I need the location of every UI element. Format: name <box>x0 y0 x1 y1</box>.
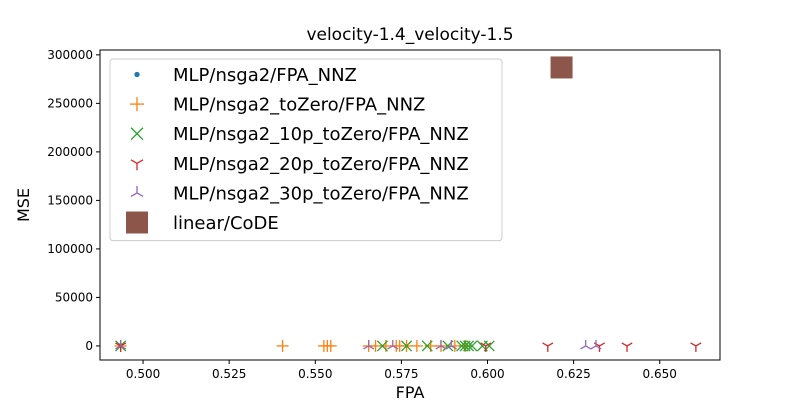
series-5 <box>550 56 573 79</box>
legend-marker <box>126 211 148 234</box>
data-point <box>690 342 702 352</box>
data-point <box>590 339 602 350</box>
x-tick-label: 0.600 <box>470 367 504 381</box>
legend-marker <box>134 71 140 78</box>
x-tick-label: 0.550 <box>298 367 332 381</box>
legend-marker <box>130 97 144 112</box>
data-point <box>115 339 127 350</box>
chart-title: velocity-1.4_velocity-1.5 <box>306 25 513 45</box>
x-tick-label: 0.650 <box>643 367 677 381</box>
x-tick-label: 0.525 <box>212 367 246 381</box>
plot-frame <box>99 49 721 361</box>
series-4 <box>115 339 602 350</box>
y-tick-label: 0 <box>85 339 93 353</box>
legend-marker <box>130 159 144 171</box>
x-axis-label: FPA <box>396 383 425 400</box>
data-point <box>363 339 375 350</box>
y-tick-label: 100000 <box>47 242 93 256</box>
y-axis-label: MSE <box>14 188 33 222</box>
y-tick-label: 250000 <box>47 96 93 110</box>
y-tick-label: 150000 <box>47 193 93 207</box>
data-point <box>580 339 592 350</box>
legend-label: MLP/nsga2_30p_toZero/FPA_NNZ <box>173 183 469 204</box>
data-point <box>115 342 127 352</box>
x-axis: 0.500 0.525 0.550 0.575 0.600 0.625 0.650 <box>126 360 677 381</box>
data-point <box>324 339 337 352</box>
legend-label: MLP/nsga2_20p_toZero/FPA_NNZ <box>173 154 469 175</box>
plot-area <box>99 49 721 361</box>
data-point <box>276 339 289 352</box>
legend: MLP/nsga2/FPA_NNZ MLP/nsga2_toZero/FPA_NN… <box>109 58 503 242</box>
y-tick-label: 50000 <box>55 290 93 304</box>
data-point <box>462 340 475 352</box>
data-point <box>593 342 605 352</box>
data-point <box>435 339 447 350</box>
data-point <box>376 340 389 352</box>
data-point <box>621 342 633 352</box>
data-point <box>542 342 554 352</box>
legend-label: linear/CoDE <box>173 213 279 234</box>
data-point <box>466 340 478 352</box>
data-point <box>480 342 492 352</box>
series-1 <box>114 339 472 352</box>
series-3 <box>115 342 702 352</box>
data-point <box>369 339 382 352</box>
y-tick-label: 200000 <box>47 145 93 159</box>
legend-marker <box>130 127 144 141</box>
legend-marker <box>130 185 144 197</box>
y-tick-label: 300000 <box>47 48 93 62</box>
data-point <box>421 340 433 352</box>
data-points <box>114 56 702 352</box>
x-tick-label: 0.625 <box>556 367 590 381</box>
legend-label: MLP/nsga2_10p_toZero/FPA_NNZ <box>173 124 469 145</box>
data-point <box>387 339 399 350</box>
x-tick-label: 0.575 <box>384 367 418 381</box>
data-point <box>550 56 573 79</box>
data-point <box>400 340 413 352</box>
data-point <box>410 339 423 352</box>
y-axis: 0 50000 100000 150000 200000 250000 300000 <box>47 48 100 353</box>
legend-label: MLP/nsga2_toZero/FPA_NNZ <box>173 95 425 116</box>
data-point <box>445 339 457 350</box>
legend-box <box>109 58 503 242</box>
x-tick-label: 0.500 <box>126 367 160 381</box>
legend-label: MLP/nsga2/FPA_NNZ <box>173 65 357 86</box>
